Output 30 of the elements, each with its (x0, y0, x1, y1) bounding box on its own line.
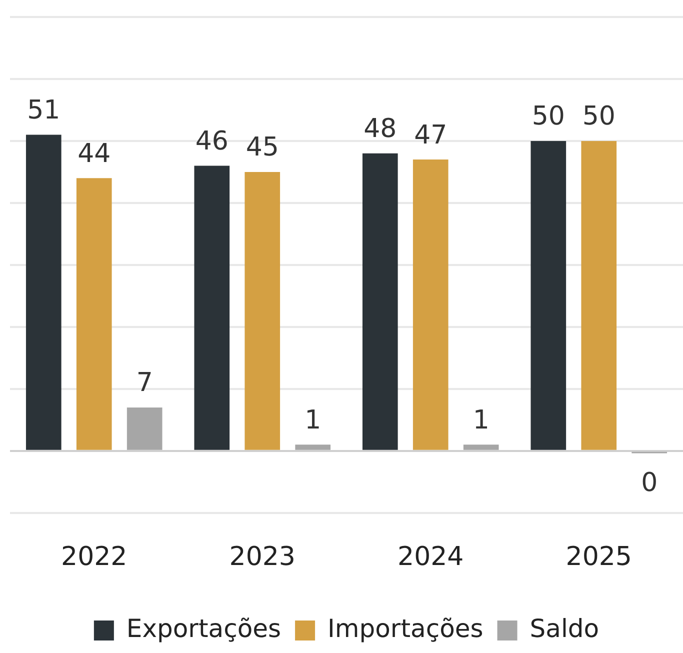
data-label: 0 (641, 468, 658, 498)
data-label: 50 (532, 102, 565, 132)
bar (76, 178, 112, 450)
bar (530, 140, 566, 450)
data-label: 1 (472, 405, 490, 436)
bar (412, 160, 448, 450)
data-label: 44 (78, 138, 111, 169)
bar (581, 140, 617, 450)
data-label: 51 (27, 96, 60, 126)
legend-label: Exportações (126, 614, 282, 643)
bar (126, 407, 162, 450)
data-label: 45 (246, 132, 279, 163)
bar (295, 444, 331, 450)
x-tick-label: 2022 (61, 542, 128, 572)
data-label: 1 (304, 405, 322, 436)
data-label: 50 (582, 102, 616, 132)
bar (244, 172, 280, 450)
data-label: 47 (414, 120, 448, 150)
legend-label: Saldo (530, 614, 600, 643)
bar (26, 134, 62, 450)
x-tick-label: 2024 (398, 542, 464, 572)
data-label: 46 (195, 126, 228, 156)
legend-label: Importações (328, 614, 484, 643)
data-label: 48 (364, 114, 397, 144)
data-label: 7 (136, 368, 153, 398)
x-tick-label: 2023 (229, 542, 296, 572)
bar (194, 166, 230, 450)
x-tick-label: 2025 (566, 542, 632, 572)
bar (463, 444, 499, 450)
bar (362, 153, 398, 450)
